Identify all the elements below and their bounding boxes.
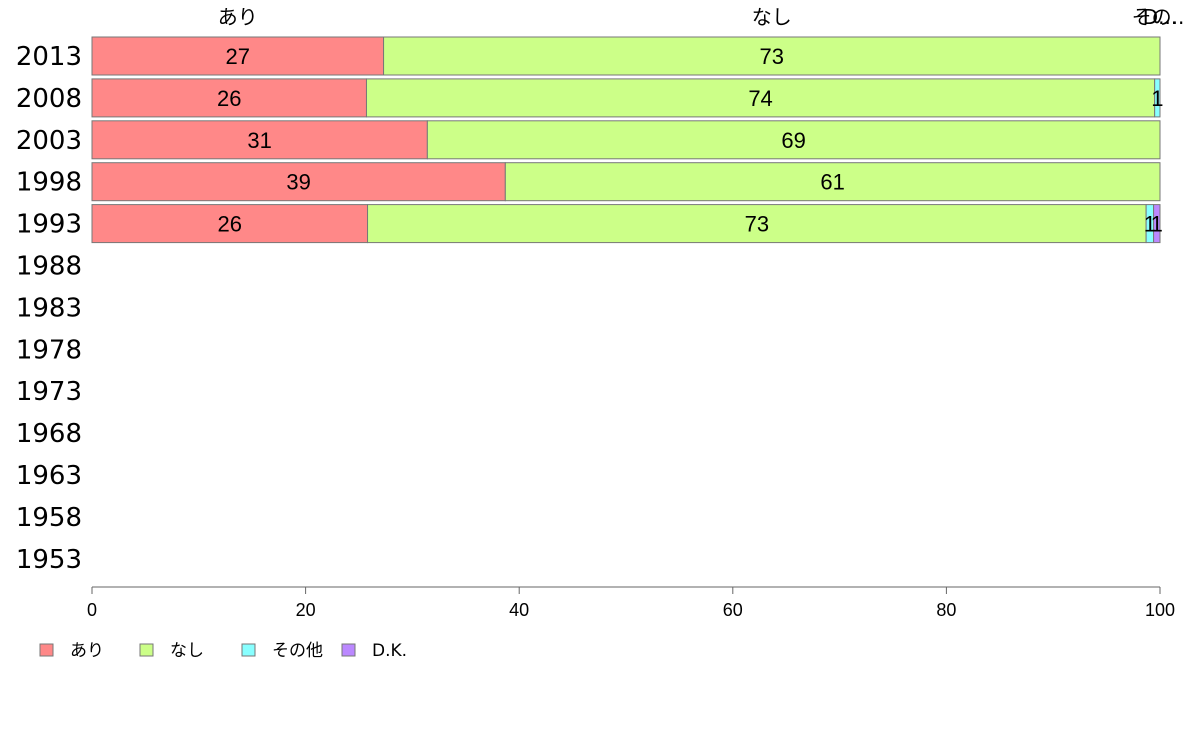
value-label-1993-series-2: 1 <box>1144 212 1156 237</box>
year-label-1963: 1963 <box>16 461 82 491</box>
value-label-1993-series-0: 26 <box>218 212 242 237</box>
year-label-2008: 2008 <box>16 84 82 114</box>
legend-swatch-series-2 <box>241 643 256 657</box>
value-label-1998-series-1: 61 <box>820 170 844 195</box>
bar-2008-series-2 <box>1154 78 1161 118</box>
x-tick-label-100: 100 <box>1145 600 1175 620</box>
x-axis: 0 20 40 60 80 100 <box>87 586 1175 620</box>
year-label-1978: 1978 <box>16 335 82 365</box>
year-label-1953: 1953 <box>16 545 82 575</box>
value-label-2013-series-0: 27 <box>226 44 250 69</box>
legend-label-series-0: あり <box>70 641 104 661</box>
value-label-2008-series-0: 26 <box>217 86 241 111</box>
bar-2008-series-0 <box>91 78 367 118</box>
year-label-1973: 1973 <box>16 377 82 407</box>
year-label-1983: 1983 <box>16 293 82 323</box>
bar-2003-series-0 <box>91 120 428 160</box>
bars-layer <box>91 36 1161 244</box>
x-tick-label-80: 80 <box>936 600 956 620</box>
legend-swatch-series-1 <box>139 643 154 657</box>
year-label-1988: 1988 <box>16 252 82 282</box>
labels-layer: 2013 27 73 2008 26 74 1 2003 31 69 1998 39 61 1993 26 7… <box>16 5 1185 575</box>
value-label-2003-series-1: 69 <box>781 128 805 153</box>
legend-swatch-series-0 <box>39 643 54 657</box>
legend-label-series-1: なし <box>170 641 204 661</box>
value-label-2013-series-1: 73 <box>760 44 784 69</box>
x-tick-label-20: 20 <box>296 600 316 620</box>
top-label-series-3: D... <box>1143 5 1177 29</box>
x-tick-label-60: 60 <box>723 600 743 620</box>
top-label-series-0: あり <box>218 5 258 29</box>
bar-1993-series-1 <box>367 204 1147 244</box>
value-label-2003-series-0: 31 <box>247 128 271 153</box>
year-label-1968: 1968 <box>16 419 82 449</box>
year-label-1958: 1958 <box>16 503 82 533</box>
year-label-2003: 2003 <box>16 126 82 156</box>
bar-1998-series-0 <box>91 162 506 202</box>
x-tick-label-0: 0 <box>87 600 97 620</box>
bar-2008-series-1 <box>365 78 1156 118</box>
legend: あり なし その他 D.K. <box>39 641 407 661</box>
value-label-1998-series-0: 39 <box>286 170 310 195</box>
legend-label-series-3: D.K. <box>372 641 407 661</box>
year-label-1993: 1993 <box>16 210 82 240</box>
bar-2013-series-0 <box>91 36 385 76</box>
value-label-2008-series-2: 1 <box>1151 86 1163 111</box>
year-label-1998: 1998 <box>16 168 82 198</box>
top-label-series-1: なし <box>752 5 792 29</box>
top-label-series-2: その.. <box>1132 5 1185 29</box>
legend-swatch-series-3 <box>341 643 356 657</box>
value-label-1993-series-3: 1 <box>1151 212 1163 237</box>
bar-2003-series-1 <box>426 120 1161 160</box>
bar-2013-series-1 <box>383 36 1161 76</box>
bar-1993-series-0 <box>91 204 369 244</box>
value-label-2008-series-1: 74 <box>748 86 772 111</box>
legend-label-series-2: その他 <box>272 641 323 661</box>
value-label-1993-series-1: 73 <box>745 212 769 237</box>
year-label-2013: 2013 <box>16 42 82 72</box>
x-tick-label-40: 40 <box>509 600 529 620</box>
bar-1998-series-1 <box>504 162 1161 202</box>
bar-1993-series-3 <box>1153 204 1161 244</box>
